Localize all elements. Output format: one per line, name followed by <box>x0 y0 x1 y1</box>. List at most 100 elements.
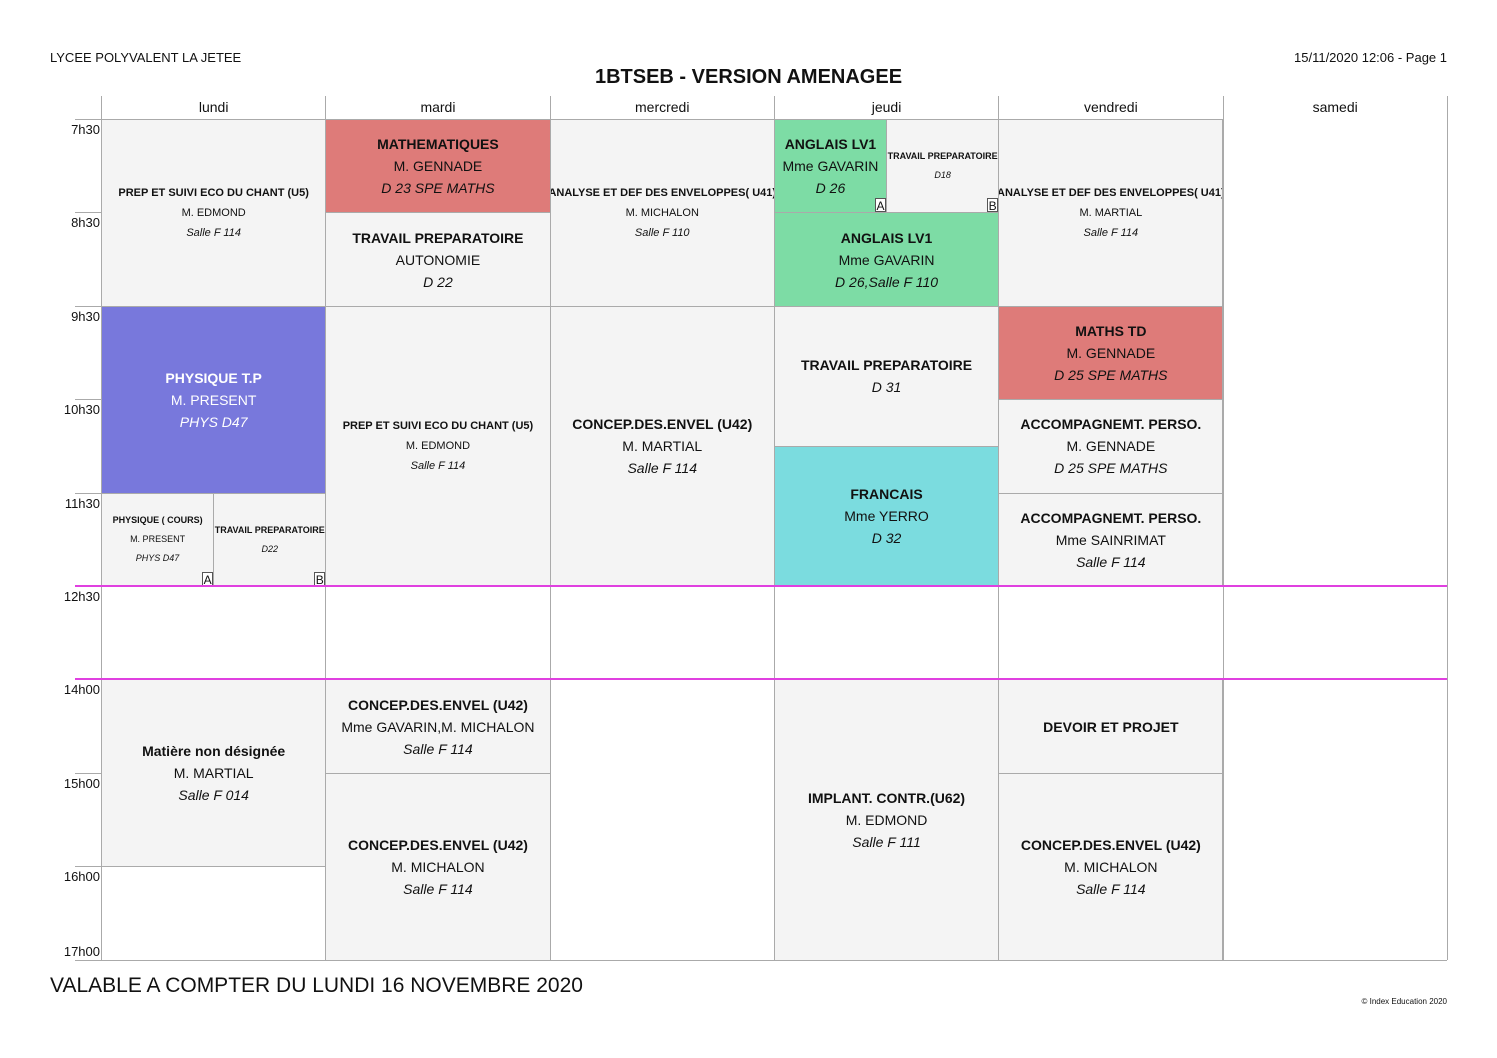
course: CONCEP.DES.ENVEL (U42) M. MARTIAL Salle F … <box>549 305 775 587</box>
course-detail: M. GENNADE <box>1066 344 1156 361</box>
course: ACCOMPAGNEMT. PERSO. M. GENNADE D 25 SPE M… <box>998 399 1224 494</box>
course-title: CONCEP.DES.ENVEL (U42) <box>1020 836 1201 853</box>
course-title: PHYSIQUE ( COURS) <box>112 515 203 526</box>
course-detail: M. MICHALON <box>1064 858 1158 875</box>
course-detail: Salle F 114 <box>1076 880 1146 897</box>
course-title: IMPLANT. CONTR.(U62) <box>807 789 966 806</box>
course-detail: D 32 <box>871 530 902 547</box>
course: FRANCAIS Mme YERRO D 32 <box>773 445 1000 587</box>
course-title: TRAVAIL PREPARATOIRE <box>352 229 524 246</box>
time-tick <box>75 492 101 494</box>
time-tick <box>75 959 101 961</box>
course: CONCEP.DES.ENVEL (U42) M. MICHALON Salle F… <box>998 772 1224 961</box>
day-header: vendredi <box>998 96 1222 118</box>
course-detail: Mme GAVARIN,M. MICHALON <box>341 718 535 735</box>
course: ANGLAIS LV1 Mme GAVARIN D 26,Salle F 110 <box>773 212 1000 307</box>
course-detail: M. MARTIAL <box>622 438 703 455</box>
course-detail: D 23 SPE MATHS <box>381 180 495 197</box>
course-detail: D22 <box>261 543 278 554</box>
course: ANALYSE ET DEF DES ENVELOPPES( U41) M. MA… <box>998 119 1224 307</box>
time-label: 14h00 <box>63 682 100 698</box>
course-detail: M. GENNADE <box>393 158 483 175</box>
group-label: A <box>875 198 887 214</box>
course-detail: M. EDMOND <box>405 440 471 453</box>
course: Matière non désignée M. MARTIAL Salle F 01… <box>101 679 327 868</box>
course-title: TRAVAIL PREPARATOIRE <box>887 151 998 162</box>
course-detail: Salle F 111 <box>852 833 921 850</box>
day-header: lundi <box>101 96 325 118</box>
course: TRAVAIL PREPARATOIRE AUTONOMIE D 22 <box>325 212 551 307</box>
course: TRAVAIL PREPARATOIRE D22 <box>213 492 327 587</box>
time-label: 10h30 <box>63 402 100 418</box>
time-tick <box>75 212 101 214</box>
course: CONCEP.DES.ENVEL (U42) Mme GAVARIN,M. MIC… <box>325 679 551 774</box>
course-detail: PHYS D47 <box>135 553 180 564</box>
course-title: DEVOIR ET PROJET <box>1043 718 1179 735</box>
day-header: samedi <box>1222 96 1447 118</box>
course: IMPLANT. CONTR.(U62) M. EDMOND Salle F 111 <box>773 679 1000 961</box>
course-title: CONCEP.DES.ENVEL (U42) <box>347 696 528 713</box>
course: ANGLAIS LV1 Mme GAVARIN D 26 <box>773 119 888 214</box>
course: ANALYSE ET DEF DES ENVELOPPES( U41) M. MI… <box>549 119 775 307</box>
course-title: MATHEMATIQUES <box>377 136 499 153</box>
course-title: TRAVAIL PREPARATOIRE <box>800 357 973 374</box>
course-detail: M. EDMOND <box>845 811 928 828</box>
course-detail: Salle F 114 <box>186 226 241 239</box>
course-detail: M. MICHALON <box>625 206 699 219</box>
course-detail: Salle F 114 <box>403 740 473 757</box>
time-label: 9h30 <box>71 308 100 324</box>
course: MATHEMATIQUES M. GENNADE D 23 SPE MATHS <box>325 119 551 214</box>
course-detail: Salle F 014 <box>178 787 249 804</box>
course-detail: M. PRESENT <box>130 534 186 545</box>
course-title: CONCEP.DES.ENVEL (U42) <box>347 836 528 853</box>
group-label: B <box>314 572 326 587</box>
group-label: B <box>987 198 999 214</box>
course: MATHS TD M. GENNADE D 25 SPE MATHS <box>998 305 1224 401</box>
course-detail: M. EDMOND <box>181 206 246 219</box>
print-date: 15/11/2020 12:06 - Page 1 <box>1294 50 1447 65</box>
course: TRAVAIL PREPARATOIRE D18 <box>886 119 1000 214</box>
time-tick <box>75 305 101 307</box>
course-title: ACCOMPAGNEMT. PERSO. <box>1020 416 1202 433</box>
course-detail: M. MARTIAL <box>173 765 254 782</box>
course-title: Matière non désignée <box>142 743 286 760</box>
course-title: PREP ET SUIVI ECO DU CHANT (U5) <box>118 186 309 199</box>
course-detail: M. PRESENT <box>170 391 257 408</box>
time-tick <box>75 399 101 401</box>
course-title: ANGLAIS LV1 <box>840 229 933 246</box>
column-line <box>1446 96 1448 960</box>
time-label: 12h30 <box>63 589 100 604</box>
course-detail: Salle F 114 <box>403 880 473 897</box>
course-detail: D 25 SPE MATHS <box>1054 366 1168 383</box>
course-detail: M. MARTIAL <box>1079 206 1143 219</box>
day-header: mercredi <box>549 96 774 118</box>
course-detail: PHYS D47 <box>179 413 248 430</box>
course-detail: D 31 <box>871 379 902 396</box>
course-detail: Salle F 114 <box>627 460 697 477</box>
course: PREP ET SUIVI ECO DU CHANT (U5) M. EDMOND… <box>101 119 327 307</box>
course-detail: D 25 SPE MATHS <box>1054 460 1168 477</box>
course-detail: AUTONOMIE <box>395 251 481 268</box>
course-detail: Mme GAVARIN <box>782 158 879 175</box>
copyright: © Index Education 2020 <box>1361 997 1447 1006</box>
course-detail: M. GENNADE <box>1066 438 1156 455</box>
course: TRAVAIL PREPARATOIRE D 31 <box>773 305 1000 447</box>
course-title: TRAVAIL PREPARATOIRE <box>214 524 325 535</box>
course-detail: Salle F 114 <box>410 460 466 473</box>
course-title: MATHS TD <box>1075 322 1147 339</box>
course-title: PHYSIQUE T.P <box>165 369 262 386</box>
course: CONCEP.DES.ENVEL (U42) M. MICHALON Salle F… <box>325 772 551 961</box>
day-header: mardi <box>325 96 549 118</box>
course: PHYSIQUE ( COURS) M. PRESENT PHYS D47 <box>101 492 215 587</box>
lunch-line <box>75 585 1447 587</box>
time-tick <box>75 772 101 774</box>
course-detail: Salle F 114 <box>1076 553 1146 570</box>
time-label: 15h00 <box>63 775 100 791</box>
course-title: FRANCAIS <box>850 486 923 503</box>
course-detail: D 26,Salle F 110 <box>835 273 939 290</box>
time-tick <box>75 119 101 120</box>
course-detail: Mme YERRO <box>844 508 929 525</box>
group-label: A <box>202 572 214 587</box>
time-label: 17h00 <box>63 943 100 959</box>
